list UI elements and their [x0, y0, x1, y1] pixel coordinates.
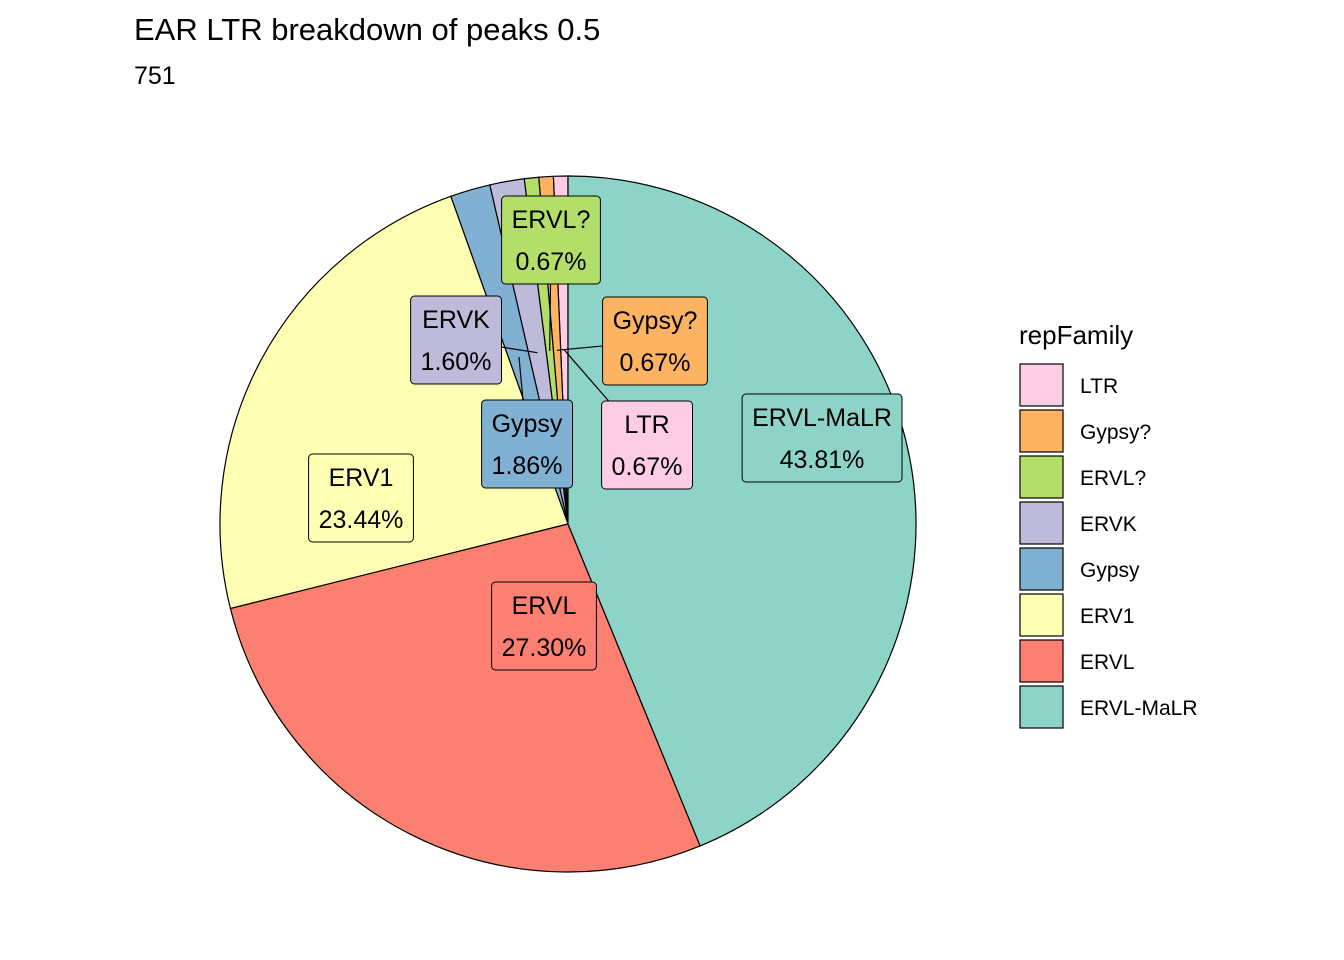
legend-title: repFamily — [1019, 320, 1133, 350]
slice-label-erv1: ERV1 23.44% — [308, 453, 414, 543]
legend-item-ervl-malr: ERVL-MaLR — [1019, 685, 1198, 729]
slice-label-box — [741, 393, 903, 483]
legend-item-ervl: ERVL? — [1019, 455, 1146, 499]
slice-label-percent: 1.86% — [492, 452, 563, 480]
legend-item-ltr: LTR — [1019, 363, 1118, 407]
legend-swatch — [1019, 547, 1064, 591]
slice-label-box — [481, 399, 574, 489]
slice-label-percent: 1.60% — [421, 348, 492, 376]
slice-label-percent: 0.67% — [620, 349, 691, 377]
slice-label-percent: 27.30% — [502, 634, 587, 662]
slice-label-percent: 43.81% — [780, 446, 865, 474]
slice-label-box — [601, 400, 693, 490]
legend-item-ervl: ERVL — [1019, 639, 1134, 683]
legend-label: Gypsy — [1080, 559, 1140, 582]
legend-swatch — [1019, 501, 1064, 545]
slice-label-gypsy: Gypsy 1.86% — [481, 399, 574, 489]
slice-label-percent: 23.44% — [319, 506, 404, 534]
slice-label-ervk: ERVK 1.60% — [410, 295, 503, 385]
slice-label-percent: 0.67% — [516, 248, 587, 276]
slice-label-box — [501, 195, 601, 285]
slice-label-box — [602, 296, 708, 386]
legend-label: LTR — [1080, 375, 1118, 398]
slice-label-ltr: LTR 0.67% — [601, 400, 693, 490]
slice-label-percent: 0.67% — [612, 453, 683, 481]
slice-label-name: Gypsy? — [613, 307, 698, 335]
legend: repFamily LTR Gypsy? ERVL? ERVK Gypsy ERV1 ERV… — [1019, 320, 1198, 729]
chart-title: EAR LTR breakdown of peaks 0.5 — [134, 12, 600, 47]
legend-item-gypsy: Gypsy — [1019, 547, 1140, 591]
chart-subtitle: 751 — [134, 62, 176, 90]
legend-swatch — [1019, 639, 1064, 683]
slice-label-name: ERV1 — [329, 464, 394, 492]
slice-label-ervl: ERVL 27.30% — [491, 581, 597, 671]
legend-item-erv1: ERV1 — [1019, 593, 1134, 637]
slice-label-name: ERVL — [512, 592, 577, 620]
slice-labels: LTR 0.67% Gypsy? 0.67% ERVL? 0.67% ERVK 1.60% Gy… — [308, 195, 903, 671]
legend-swatch — [1019, 685, 1064, 729]
legend-item-ervk: ERVK — [1019, 501, 1137, 545]
slice-label-box — [308, 453, 414, 543]
slice-label-name: ERVL-MaLR — [752, 404, 892, 432]
legend-swatch — [1019, 363, 1064, 407]
legend-item-gypsy: Gypsy? — [1019, 409, 1151, 453]
slice-label-ervl: ERVL? 0.67% — [501, 195, 601, 285]
legend-label: ERV1 — [1080, 605, 1134, 628]
slice-label-box — [491, 581, 597, 671]
slice-label-name: ERVK — [422, 306, 490, 334]
legend-label: ERVL? — [1080, 467, 1146, 490]
slice-label-name: ERVL? — [512, 206, 591, 234]
slice-label-ervl-malr: ERVL-MaLR 43.81% — [741, 393, 903, 483]
legend-swatch — [1019, 409, 1064, 453]
legend-swatch — [1019, 455, 1064, 499]
slice-label-gypsy: Gypsy? 0.67% — [602, 296, 708, 386]
legend-label: ERVL-MaLR — [1080, 697, 1198, 720]
slice-label-box — [410, 295, 503, 385]
slice-label-name: Gypsy — [492, 410, 563, 438]
legend-label: Gypsy? — [1080, 421, 1151, 444]
legend-label: ERVL — [1080, 651, 1134, 674]
legend-swatch — [1019, 593, 1064, 637]
slice-label-name: LTR — [624, 411, 669, 439]
legend-label: ERVK — [1080, 513, 1137, 536]
